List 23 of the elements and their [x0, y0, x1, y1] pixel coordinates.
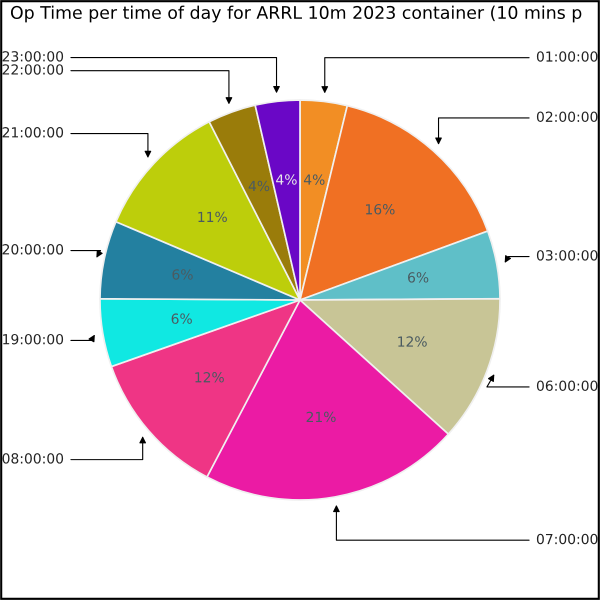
data-label: 4%: [248, 180, 270, 192]
slice-label: 07:00:00: [536, 534, 598, 544]
slice-label: 08:00:00: [2, 453, 64, 464]
data-label: 11%: [198, 212, 227, 222]
slice-label: 02:00:00: [536, 112, 598, 122]
data-label: 21%: [306, 412, 336, 422]
slice-label: 03:00:00: [536, 250, 598, 261]
slice-label: 20:00:00: [2, 244, 64, 255]
data-label: 16%: [366, 204, 395, 215]
data-label: 6%: [408, 272, 428, 283]
chart-title: Op Time per time of day for ARRL 10m 2023 container (10 mins p: [10, 6, 582, 22]
data-label: 4%: [276, 174, 297, 185]
slice-label: 22:00:00: [2, 64, 64, 75]
slice-label: 23:00:00: [2, 51, 64, 62]
data-label: 6%: [172, 269, 193, 280]
data-label: 12%: [398, 336, 427, 347]
slice-label: 21:00:00: [2, 127, 64, 138]
slice-label: 06:00:00: [536, 380, 598, 391]
data-label: 6%: [172, 313, 192, 324]
data-label: 12%: [195, 372, 224, 383]
data-label: 4%: [304, 174, 325, 185]
slice-label: 01:00:00: [536, 51, 598, 62]
slice-label: 19:00:00: [3, 334, 64, 344]
